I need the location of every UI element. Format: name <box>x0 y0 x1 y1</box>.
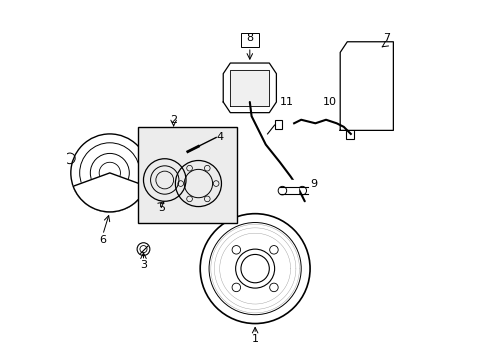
Text: 1: 1 <box>251 334 258 345</box>
Polygon shape <box>290 180 297 194</box>
Text: 3: 3 <box>140 260 147 270</box>
Text: 2: 2 <box>170 115 177 125</box>
Bar <box>369 67 384 109</box>
Text: 4: 4 <box>216 132 223 143</box>
Bar <box>274 120 281 129</box>
Text: 10: 10 <box>322 97 336 107</box>
FancyBboxPatch shape <box>138 127 237 222</box>
Polygon shape <box>230 70 269 105</box>
Text: 8: 8 <box>246 33 253 43</box>
Polygon shape <box>340 42 392 130</box>
Text: 11: 11 <box>280 97 293 107</box>
Text: 7: 7 <box>382 33 389 43</box>
Wedge shape <box>73 173 146 212</box>
Polygon shape <box>223 63 276 113</box>
Bar <box>241 33 258 47</box>
Bar <box>345 129 354 139</box>
Text: 5: 5 <box>158 203 164 213</box>
Text: 6: 6 <box>99 235 106 245</box>
Text: 9: 9 <box>309 179 317 189</box>
